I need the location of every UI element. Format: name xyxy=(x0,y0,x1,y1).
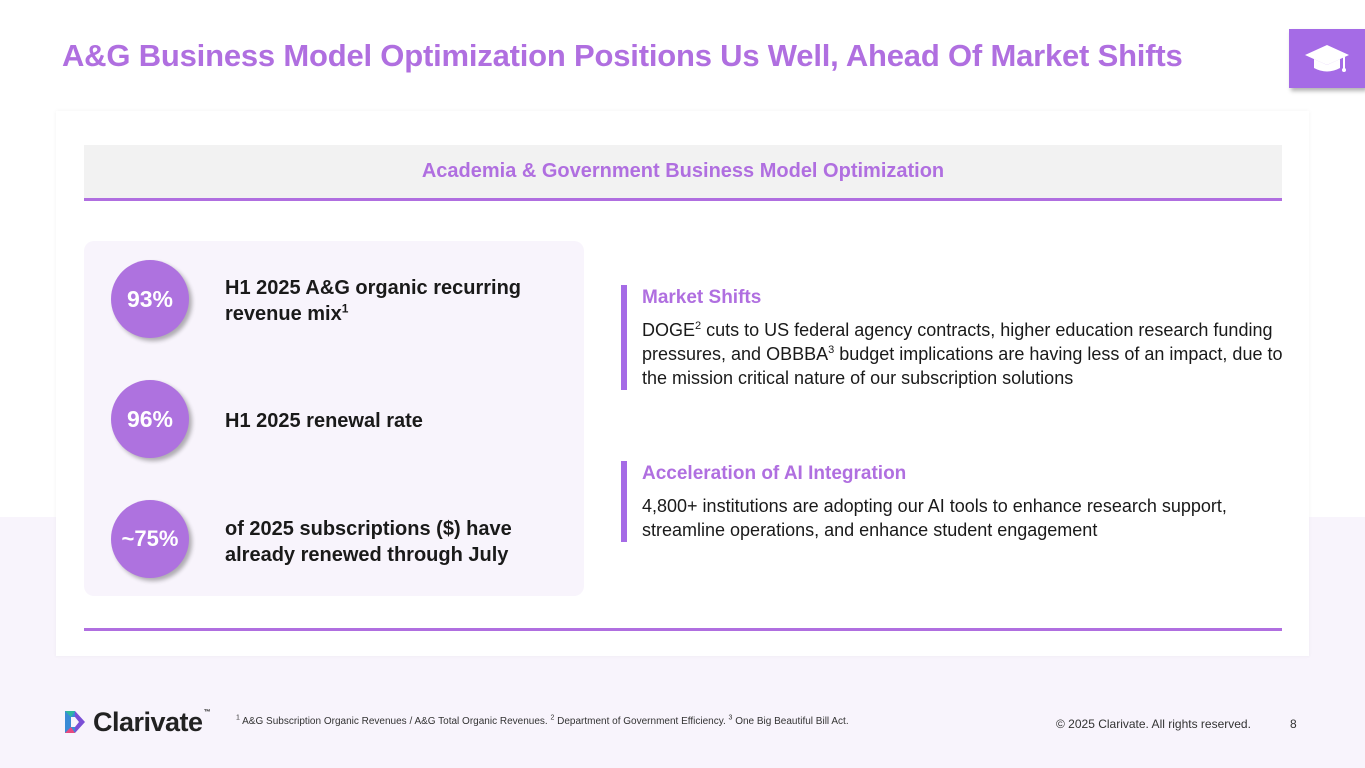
market-shifts-text-c: budget implications are having less of a… xyxy=(642,344,1283,388)
bottom-divider xyxy=(84,628,1282,631)
market-shifts-block: Market Shifts DOGE2 cuts to US federal a… xyxy=(621,285,1311,390)
page-title: A&G Business Model Optimization Position… xyxy=(62,38,1183,73)
footnote-text-2: Department of Government Efficiency. xyxy=(554,716,729,727)
market-shifts-text: DOGE2 cuts to US federal agency contract… xyxy=(642,318,1311,390)
footnote-ref-3: 3 xyxy=(828,344,835,356)
copyright: © 2025 Clarivate. All rights reserved. xyxy=(1056,717,1251,731)
ai-integration-block: Acceleration of AI Integration 4,800+ in… xyxy=(621,461,1261,542)
footnotes: 1 A&G Subscription Organic Revenues / A&… xyxy=(236,714,849,727)
clarivate-logo: Clarivate ™ xyxy=(62,706,211,738)
stat-label-renewal-rate: H1 2025 renewal rate xyxy=(225,410,423,432)
stat-label-recurring-revenue: H1 2025 A&G organic recurring revenue mi… xyxy=(225,275,555,327)
page-number: 8 xyxy=(1290,717,1297,731)
footnote-text-3: One Big Beautiful Bill Act. xyxy=(732,716,849,727)
ai-integration-title: Acceleration of AI Integration xyxy=(642,463,907,484)
footnote-ref-2: 2 xyxy=(695,320,702,332)
footnote-ref-1: 1 xyxy=(341,301,349,316)
market-shifts-text-b: cuts to US federal agency contracts, hig… xyxy=(642,320,1273,364)
clarivate-logo-icon xyxy=(65,711,85,733)
footnote-num-3: 3 xyxy=(728,714,733,722)
stat-label-recurring-revenue-text: H1 2025 A&G organic recurring revenue mi… xyxy=(225,277,522,325)
market-shifts-text-a: DOGE xyxy=(642,320,696,340)
graduation-cap-badge xyxy=(1289,29,1365,88)
market-shifts-title: Market Shifts xyxy=(642,287,762,308)
footnote-text-1: A&G Subscription Organic Revenues / A&G … xyxy=(239,716,551,727)
graduation-cap-icon xyxy=(1305,44,1349,72)
stat-circle-renewed-subscriptions: ~75% xyxy=(111,500,189,578)
footnote-num-1: 1 xyxy=(236,714,240,722)
clarivate-logo-text: Clarivate xyxy=(93,706,203,737)
clarivate-logo-tm: ™ xyxy=(203,708,211,716)
ai-integration-text: 4,800+ institutions are adopting our AI … xyxy=(642,496,1227,540)
stat-circle-renewal-rate: 96% xyxy=(111,380,189,458)
stat-circle-recurring-revenue: 93% xyxy=(111,260,189,338)
section-header: Academia & Government Business Model Opt… xyxy=(84,145,1282,201)
stat-label-renewed-subscriptions: of 2025 subscriptions ($) have already r… xyxy=(225,518,512,566)
footnote-num-2: 2 xyxy=(550,714,555,722)
